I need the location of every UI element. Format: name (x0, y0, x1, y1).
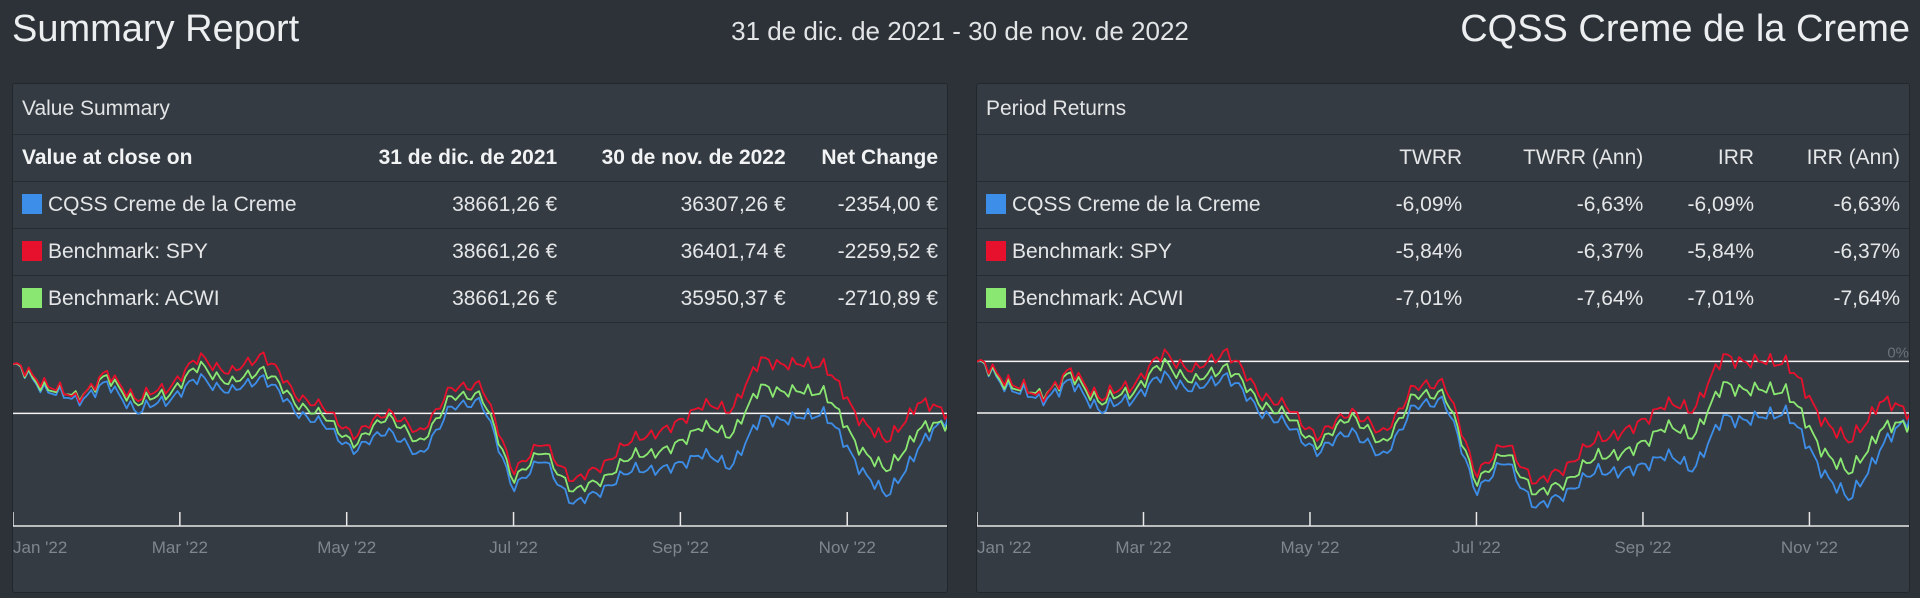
start-value: 38661,26 € (343, 181, 567, 229)
zero-percent-label: 0% (1887, 344, 1909, 361)
row-name: Benchmark: ACWI (48, 287, 220, 310)
row-name: Benchmark: ACWI (1012, 287, 1184, 310)
x-tick-label: Jan '22 (977, 538, 1031, 557)
column-header: TWRR (1360, 135, 1472, 182)
period-returns-title: Period Returns (977, 84, 1909, 135)
table-row: Benchmark: SPY 38661,26 € 36401,74 € -22… (13, 228, 947, 276)
x-tick-label: May '22 (317, 538, 376, 557)
value-summary-title: Value Summary (13, 84, 947, 135)
legend-swatch (986, 288, 1006, 308)
x-tick-label: Jul '22 (489, 538, 538, 557)
table-row: Benchmark: ACWI -7,01% -7,64% -7,01% -7,… (977, 275, 1909, 323)
series-line-spy[interactable] (13, 351, 948, 482)
irr-value: -5,84% (1652, 228, 1764, 276)
row-name: CQSS Creme de la Creme (48, 193, 297, 216)
value-chart[interactable]: Jan '22 Mar '22 May '22 Jul '22 Sep '22 Nov '… (13, 314, 948, 592)
twrr-value: -6,09% (1360, 181, 1472, 229)
column-header (977, 135, 1361, 182)
x-tick-label: Nov '22 (1781, 538, 1838, 557)
end-value: 35950,37 € (566, 275, 795, 323)
net-change: -2259,52 € (794, 228, 947, 276)
irr-ann-value: -6,63% (1763, 181, 1909, 229)
table-row: CQSS Creme de la Creme -6,09% -6,63% -6,… (977, 181, 1909, 229)
returns-chart-svg[interactable]: 0% Jan '22 Mar '22 May '22 Jul '22 Sep '22 Nov… (977, 314, 1910, 592)
series-line-acwi[interactable] (13, 360, 948, 493)
series-line-spy[interactable] (977, 347, 1910, 485)
legend-swatch (986, 241, 1006, 261)
table-header-row: Value at close on 31 de dic. de 2021 30 … (13, 135, 947, 182)
start-value: 38661,26 € (343, 275, 567, 323)
series-line-portfolio[interactable] (977, 359, 1910, 509)
net-change: -2354,00 € (794, 181, 947, 229)
x-tick-label: Sep '22 (1614, 538, 1671, 557)
table-header-row: TWRR TWRR (Ann) IRR IRR (Ann) (977, 135, 1909, 182)
series-line-portfolio[interactable] (13, 363, 948, 505)
row-name: Benchmark: SPY (48, 240, 208, 263)
x-tick-label: Mar '22 (152, 538, 208, 557)
net-change: -2710,89 € (794, 275, 947, 323)
twrr-ann-value: -6,63% (1471, 181, 1653, 229)
end-value: 36401,74 € (566, 228, 795, 276)
legend-swatch (22, 241, 42, 261)
row-name: CQSS Creme de la Creme (1012, 193, 1261, 216)
table-row: CQSS Creme de la Creme 38661,26 € 36307,… (13, 181, 947, 229)
date-range: 31 de dic. de 2021 - 30 de nov. de 2022 (731, 16, 1189, 46)
irr-ann-value: -6,37% (1763, 228, 1909, 276)
end-value: 36307,26 € (566, 181, 795, 229)
period-returns-table: TWRR TWRR (Ann) IRR IRR (Ann) CQSS Creme… (977, 135, 1909, 323)
x-tick-label: May '22 (1280, 538, 1339, 557)
column-header: Value at close on (13, 135, 344, 182)
twrr-value: -7,01% (1360, 275, 1472, 323)
column-header: IRR (Ann) (1763, 135, 1909, 182)
portfolio-name: CQSS Creme de la Creme (1460, 8, 1910, 50)
irr-ann-value: -7,64% (1763, 275, 1909, 323)
report-header: Summary Report 31 de dic. de 2021 - 30 d… (0, 0, 1920, 66)
series-line-acwi[interactable] (977, 357, 1910, 496)
legend-swatch (986, 194, 1006, 214)
legend-swatch (22, 194, 42, 214)
x-tick-label: Sep '22 (652, 538, 709, 557)
period-returns-panel: Period Returns TWRR TWRR (Ann) IRR IRR (… (976, 83, 1910, 593)
column-header: 31 de dic. de 2021 (343, 135, 567, 182)
x-tick-label: Nov '22 (819, 538, 876, 557)
x-tick-label: Jul '22 (1452, 538, 1501, 557)
table-row: Benchmark: ACWI 38661,26 € 35950,37 € -2… (13, 275, 947, 323)
irr-value: -6,09% (1652, 181, 1764, 229)
twrr-ann-value: -7,64% (1471, 275, 1653, 323)
table-row: Benchmark: SPY -5,84% -6,37% -5,84% -6,3… (977, 228, 1909, 276)
x-tick-label: Jan '22 (13, 538, 67, 557)
twrr-value: -5,84% (1360, 228, 1472, 276)
page-title: Summary Report (12, 8, 300, 50)
twrr-ann-value: -6,37% (1471, 228, 1653, 276)
returns-chart[interactable]: 0% Jan '22 Mar '22 May '22 Jul '22 Sep '22 Nov… (977, 314, 1910, 592)
value-summary-table: Value at close on 31 de dic. de 2021 30 … (13, 135, 947, 323)
value-summary-panel: Value Summary Value at close on 31 de di… (12, 83, 948, 593)
x-tick-label: Mar '22 (1115, 538, 1171, 557)
column-header: IRR (1652, 135, 1764, 182)
irr-value: -7,01% (1652, 275, 1764, 323)
legend-swatch (22, 288, 42, 308)
column-header: Net Change (794, 135, 947, 182)
column-header: 30 de nov. de 2022 (566, 135, 795, 182)
row-name: Benchmark: SPY (1012, 240, 1172, 263)
start-value: 38661,26 € (343, 228, 567, 276)
column-header: TWRR (Ann) (1471, 135, 1653, 182)
value-chart-svg[interactable]: Jan '22 Mar '22 May '22 Jul '22 Sep '22 Nov '… (13, 314, 948, 592)
